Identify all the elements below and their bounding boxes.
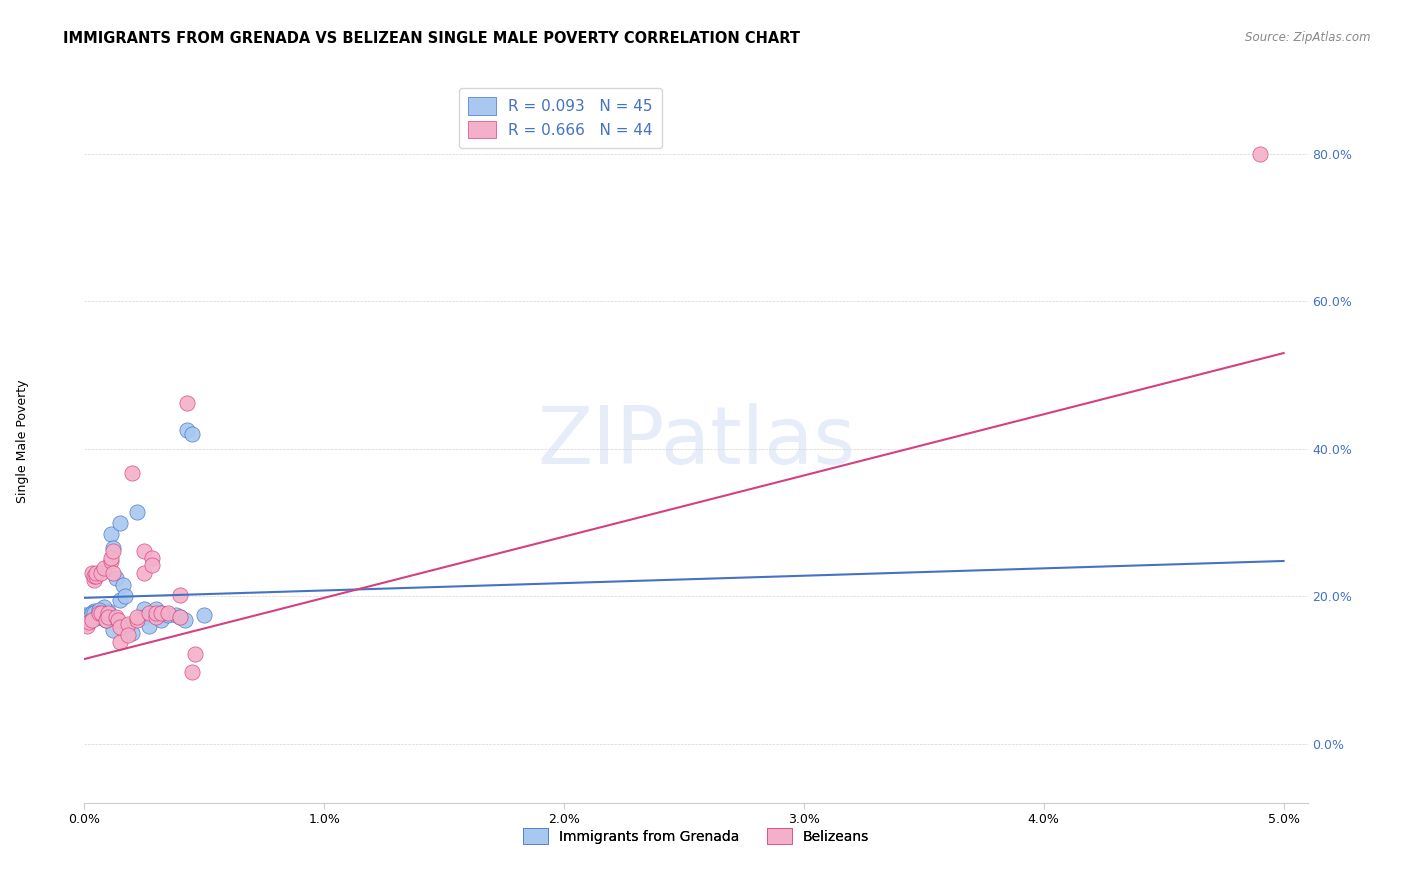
Point bbox=[117, 617, 139, 632]
Point bbox=[77, 607, 100, 622]
Point bbox=[183, 647, 205, 661]
Point bbox=[110, 516, 132, 530]
Point bbox=[83, 568, 105, 582]
Point bbox=[169, 610, 191, 624]
Point bbox=[157, 606, 180, 620]
Point bbox=[94, 613, 117, 627]
Point bbox=[101, 543, 124, 558]
Point bbox=[73, 610, 96, 624]
Point bbox=[181, 427, 204, 442]
Point bbox=[134, 610, 156, 624]
Point bbox=[145, 606, 167, 620]
Point bbox=[127, 505, 149, 519]
Point bbox=[134, 566, 156, 580]
Point bbox=[87, 606, 110, 620]
Point bbox=[138, 606, 160, 620]
Point bbox=[145, 610, 167, 624]
Point bbox=[83, 604, 105, 618]
Point bbox=[80, 606, 103, 620]
Point bbox=[100, 554, 122, 568]
Legend: Immigrants from Grenada, Belizeans: Immigrants from Grenada, Belizeans bbox=[517, 823, 875, 850]
Point bbox=[138, 619, 160, 633]
Point bbox=[110, 593, 132, 607]
Point bbox=[134, 602, 156, 616]
Point bbox=[83, 606, 105, 620]
Point bbox=[73, 607, 96, 622]
Point bbox=[176, 396, 198, 410]
Point bbox=[104, 571, 127, 585]
Point bbox=[73, 611, 96, 625]
Point bbox=[121, 466, 143, 480]
Text: ZIPatlas: ZIPatlas bbox=[537, 402, 855, 481]
Point bbox=[80, 613, 103, 627]
Point bbox=[94, 613, 117, 627]
Point bbox=[1249, 147, 1271, 161]
Point bbox=[97, 610, 120, 624]
Point bbox=[90, 566, 112, 580]
Point bbox=[76, 611, 98, 625]
Point bbox=[150, 613, 173, 627]
Point bbox=[90, 606, 112, 620]
Point bbox=[93, 600, 115, 615]
Point bbox=[97, 606, 120, 620]
Point bbox=[174, 613, 197, 627]
Point bbox=[157, 607, 180, 622]
Point bbox=[76, 619, 98, 633]
Point bbox=[87, 604, 110, 618]
Point bbox=[93, 611, 115, 625]
Point bbox=[169, 588, 191, 602]
Text: IMMIGRANTS FROM GRENADA VS BELIZEAN SINGLE MALE POVERTY CORRELATION CHART: IMMIGRANTS FROM GRENADA VS BELIZEAN SING… bbox=[63, 31, 800, 46]
Point bbox=[86, 568, 108, 582]
Point bbox=[104, 610, 127, 624]
Point bbox=[134, 543, 156, 558]
Point bbox=[110, 620, 132, 634]
Point bbox=[121, 626, 143, 640]
Point bbox=[141, 558, 163, 573]
Point bbox=[77, 611, 100, 625]
Point bbox=[76, 607, 98, 622]
Point bbox=[87, 602, 110, 616]
Point bbox=[114, 590, 136, 604]
Point bbox=[97, 604, 120, 618]
Point bbox=[150, 606, 173, 620]
Point bbox=[101, 623, 124, 637]
Point bbox=[73, 617, 96, 632]
Point bbox=[93, 561, 115, 575]
Point bbox=[165, 607, 187, 622]
Point bbox=[90, 607, 112, 622]
Point bbox=[181, 665, 204, 679]
Point bbox=[169, 610, 191, 624]
Point bbox=[117, 628, 139, 642]
Point bbox=[150, 606, 173, 620]
Point bbox=[86, 611, 108, 625]
Text: Source: ZipAtlas.com: Source: ZipAtlas.com bbox=[1246, 31, 1371, 45]
Point bbox=[80, 566, 103, 580]
Point bbox=[100, 526, 122, 541]
Point bbox=[76, 613, 98, 627]
Point bbox=[193, 607, 215, 622]
Point bbox=[141, 551, 163, 566]
Point bbox=[86, 607, 108, 622]
Point bbox=[127, 613, 149, 627]
Point bbox=[145, 602, 167, 616]
Point bbox=[176, 424, 198, 438]
Point bbox=[100, 551, 122, 566]
Point bbox=[101, 566, 124, 580]
Point bbox=[107, 613, 129, 627]
Point bbox=[127, 610, 149, 624]
Point bbox=[77, 615, 100, 630]
Point bbox=[86, 566, 108, 580]
Point bbox=[83, 573, 105, 587]
Point bbox=[101, 541, 124, 556]
Point bbox=[111, 578, 134, 592]
Point bbox=[117, 619, 139, 633]
Point bbox=[110, 635, 132, 649]
Point bbox=[80, 607, 103, 622]
Y-axis label: Single Male Poverty: Single Male Poverty bbox=[15, 380, 28, 503]
